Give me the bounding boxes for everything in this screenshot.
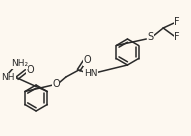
Text: O: O <box>26 65 34 75</box>
Text: S: S <box>147 32 153 42</box>
Text: F: F <box>174 32 180 42</box>
Text: O: O <box>84 55 91 65</box>
Text: NH: NH <box>2 73 15 83</box>
Text: F: F <box>174 17 180 27</box>
Text: O: O <box>52 79 60 89</box>
Text: HN: HN <box>84 69 97 78</box>
Text: NH₂: NH₂ <box>11 60 28 69</box>
